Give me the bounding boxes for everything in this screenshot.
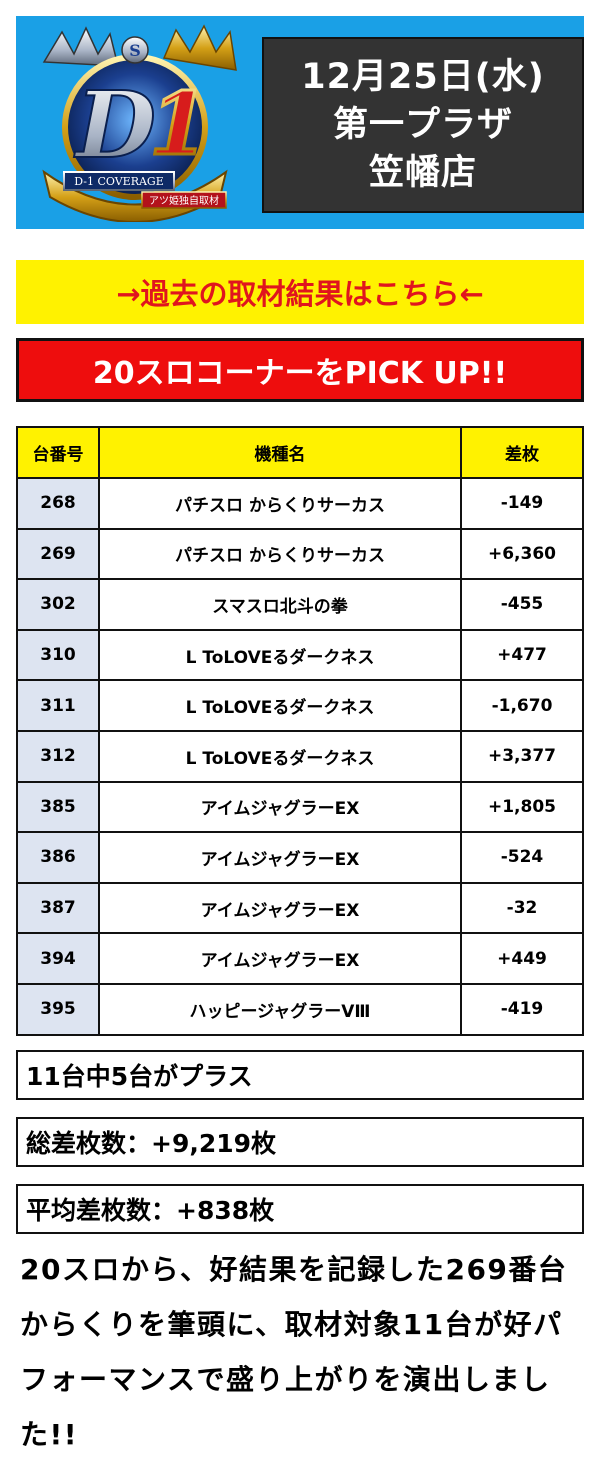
difference: +1,805 [460, 780, 584, 834]
difference: -524 [460, 831, 584, 884]
model-name: パチスロ からくりサーカス [98, 527, 462, 581]
table-row: 385 アイムジャグラーEX +1,805 [16, 780, 584, 834]
difference: +477 [460, 628, 584, 682]
difference: -455 [460, 578, 584, 631]
results-table: 台番号 機種名 差枚 268 パチスロ からくりサーカス -149 269 パチ… [16, 426, 584, 1036]
table-row: 268 パチスロ からくりサーカス -149 [16, 477, 584, 530]
machine-number: 311 [16, 679, 100, 732]
svg-text:1: 1 [149, 74, 209, 175]
model-name: アイムジャグラーEX [98, 780, 462, 834]
date-store-box: 12月25日(水) 第一プラザ 笠幡店 [262, 37, 584, 213]
summary-plus-count: 11台中5台がプラス [16, 1050, 584, 1100]
header-model-name: 機種名 [98, 426, 462, 479]
model-name: パチスロ からくりサーカス [98, 477, 462, 530]
table-row: 387 アイムジャグラーEX -32 [16, 881, 584, 935]
table-row: 394 アイムジャグラーEX +449 [16, 932, 584, 985]
difference: -32 [460, 881, 584, 935]
difference: -149 [460, 477, 584, 530]
header-machine-number: 台番号 [16, 426, 100, 479]
machine-number: 394 [16, 932, 100, 985]
difference: +449 [460, 932, 584, 985]
difference: +6,360 [460, 527, 584, 581]
model-name: ハッピージャグラーVⅢ [98, 982, 462, 1036]
table-row: 310 L ToLOVEるダークネス +477 [16, 628, 584, 682]
svg-text:アツ姫独自取材: アツ姫独自取材 [149, 194, 219, 207]
machine-number: 385 [16, 780, 100, 834]
model-name: L ToLOVEるダークネス [98, 729, 462, 783]
table-row: 312 L ToLOVEるダークネス +3,377 [16, 729, 584, 783]
machine-number: 386 [16, 831, 100, 884]
svg-text:D: D [73, 71, 156, 179]
event-date: 12月25日(水) [301, 57, 545, 97]
table-row: 395 ハッピージャグラーVⅢ -419 [16, 982, 584, 1036]
table-row: 311 L ToLOVEるダークネス -1,670 [16, 679, 584, 732]
svg-text:D-1 COVERAGE: D-1 COVERAGE [74, 175, 164, 188]
difference: -419 [460, 982, 584, 1036]
store-name-line1: 第一プラザ [332, 105, 513, 145]
machine-number: 395 [16, 982, 100, 1036]
summary-total-difference: 総差枚数：+9,219枚 [16, 1117, 584, 1167]
model-name: L ToLOVEるダークネス [98, 628, 462, 682]
model-name: アイムジャグラーEX [98, 932, 462, 985]
model-name: スマスロ北斗の拳 [98, 578, 462, 631]
table-row: 386 アイムジャグラーEX -524 [16, 831, 584, 884]
past-results-link[interactable]: →過去の取材結果はこちら← [16, 260, 584, 324]
difference: -1,670 [460, 679, 584, 732]
description-text: 20スロから、好結果を記録した269番台からくりを筆頭に、取材対象11台が好パフ… [20, 1253, 568, 1451]
machine-number: 310 [16, 628, 100, 682]
header-banner: D 1 S D-1 COVERAGE アツ姫独自取材 12月25日(水) 第一プ… [16, 16, 584, 229]
table-row: 269 パチスロ からくりサーカス +6,360 [16, 527, 584, 581]
model-name: アイムジャグラーEX [98, 881, 462, 935]
machine-number: 268 [16, 477, 100, 530]
header-difference: 差枚 [460, 426, 584, 479]
d1-coverage-logo: D 1 S D-1 COVERAGE アツ姫独自取材 [42, 24, 237, 222]
model-name: アイムジャグラーEX [98, 831, 462, 884]
difference: +3,377 [460, 729, 584, 783]
table-row: 302 スマスロ北斗の拳 -455 [16, 578, 584, 631]
machine-number: 387 [16, 881, 100, 935]
pickup-heading: 20スロコーナーをPICK UP!! [16, 338, 584, 402]
model-name: L ToLOVEるダークネス [98, 679, 462, 732]
store-name-line2: 笠幡店 [368, 153, 477, 193]
table-header-row: 台番号 機種名 差枚 [16, 426, 584, 479]
svg-text:S: S [129, 41, 141, 60]
machine-number: 302 [16, 578, 100, 631]
machine-number: 269 [16, 527, 100, 581]
summary-average-difference: 平均差枚数：+838枚 [16, 1184, 584, 1234]
machine-number: 312 [16, 729, 100, 783]
